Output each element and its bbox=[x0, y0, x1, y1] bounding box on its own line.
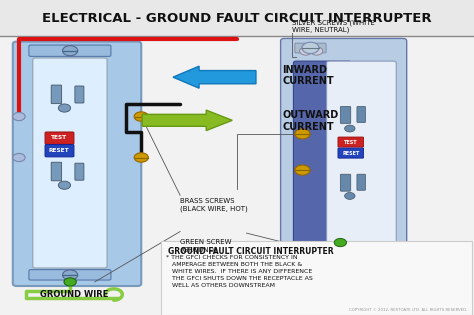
FancyBboxPatch shape bbox=[338, 148, 364, 158]
Text: GROUND FAULT CIRCUIT INTERRUPTER: GROUND FAULT CIRCUIT INTERRUPTER bbox=[168, 247, 334, 256]
Circle shape bbox=[63, 46, 78, 56]
Circle shape bbox=[63, 270, 78, 280]
Text: GREEN SCREW
(GROUND): GREEN SCREW (GROUND) bbox=[180, 239, 232, 253]
FancyArrow shape bbox=[173, 66, 256, 88]
FancyBboxPatch shape bbox=[29, 270, 111, 280]
Circle shape bbox=[295, 129, 310, 139]
Text: * THE GFCI CHECKS FOR CONSISTENCY IN
   AMPERAGE BETWEEN BOTH THE BLACK &
   WHI: * THE GFCI CHECKS FOR CONSISTENCY IN AMP… bbox=[166, 255, 313, 288]
Text: ELECTRICAL - GROUND FAULT CIRCUIT INTERRUPTER: ELECTRICAL - GROUND FAULT CIRCUIT INTERR… bbox=[42, 12, 432, 25]
Circle shape bbox=[334, 238, 346, 247]
FancyBboxPatch shape bbox=[0, 0, 474, 36]
FancyBboxPatch shape bbox=[293, 61, 351, 254]
Circle shape bbox=[64, 278, 76, 286]
Text: BRASS SCREWS
(BLACK WIRE, HOT): BRASS SCREWS (BLACK WIRE, HOT) bbox=[180, 198, 248, 212]
Circle shape bbox=[310, 47, 323, 55]
FancyBboxPatch shape bbox=[45, 132, 74, 144]
Circle shape bbox=[58, 181, 71, 189]
FancyBboxPatch shape bbox=[29, 45, 111, 56]
FancyBboxPatch shape bbox=[340, 106, 351, 123]
Circle shape bbox=[300, 47, 312, 55]
Circle shape bbox=[295, 165, 310, 175]
FancyBboxPatch shape bbox=[33, 58, 107, 268]
FancyArrow shape bbox=[142, 110, 232, 130]
FancyBboxPatch shape bbox=[13, 42, 141, 286]
Circle shape bbox=[134, 112, 148, 121]
FancyBboxPatch shape bbox=[340, 174, 351, 191]
Circle shape bbox=[13, 112, 25, 121]
Text: INWARD
CURRENT: INWARD CURRENT bbox=[282, 65, 334, 86]
Text: RESET: RESET bbox=[49, 148, 70, 153]
FancyBboxPatch shape bbox=[45, 145, 74, 157]
Text: COPYRIGHT © 2012, RESTOATE LTD. ALL RIGHTS RESERVED.: COPYRIGHT © 2012, RESTOATE LTD. ALL RIGH… bbox=[348, 308, 467, 312]
Text: SILVER SCREWS (WHITE
WIRE, NEUTRAL): SILVER SCREWS (WHITE WIRE, NEUTRAL) bbox=[292, 19, 374, 33]
FancyBboxPatch shape bbox=[357, 174, 365, 190]
Text: TEST: TEST bbox=[344, 140, 357, 145]
Circle shape bbox=[302, 42, 319, 54]
FancyBboxPatch shape bbox=[75, 163, 84, 180]
FancyBboxPatch shape bbox=[357, 106, 365, 123]
FancyBboxPatch shape bbox=[161, 241, 472, 315]
Text: OUTWARD
CURRENT: OUTWARD CURRENT bbox=[282, 111, 338, 132]
Circle shape bbox=[58, 104, 71, 112]
FancyBboxPatch shape bbox=[75, 86, 84, 103]
FancyBboxPatch shape bbox=[338, 137, 364, 147]
Text: RESET: RESET bbox=[342, 151, 359, 156]
FancyBboxPatch shape bbox=[327, 61, 396, 249]
Circle shape bbox=[345, 192, 355, 199]
FancyBboxPatch shape bbox=[295, 43, 326, 53]
FancyBboxPatch shape bbox=[51, 85, 62, 104]
FancyBboxPatch shape bbox=[281, 38, 407, 262]
Circle shape bbox=[345, 125, 355, 132]
FancyBboxPatch shape bbox=[51, 162, 62, 181]
Text: TEST: TEST bbox=[51, 135, 67, 140]
Circle shape bbox=[134, 153, 148, 162]
Circle shape bbox=[13, 153, 25, 162]
Text: GROUND WIRE: GROUND WIRE bbox=[40, 290, 109, 299]
